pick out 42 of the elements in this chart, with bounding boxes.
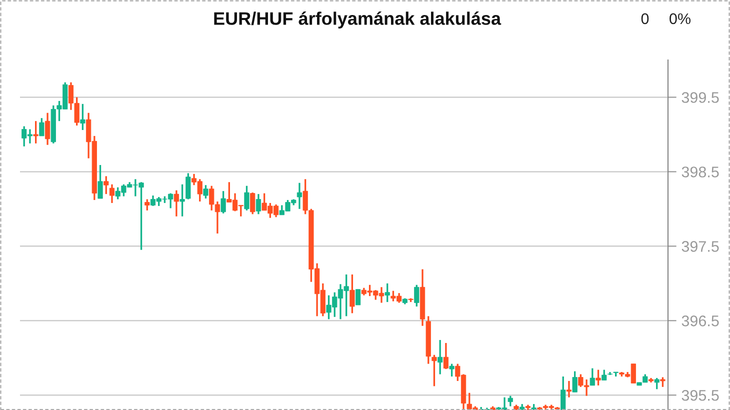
candlestick	[414, 284, 420, 308]
candlestick	[244, 185, 250, 212]
y-tick-label: 395.5	[682, 390, 719, 401]
candlestick	[596, 368, 601, 386]
candlestick	[296, 182, 302, 210]
candlestick	[590, 367, 595, 386]
candlestick	[449, 362, 454, 378]
candlestick	[438, 339, 443, 376]
candlestick	[602, 368, 607, 382]
candlestick	[384, 282, 390, 303]
candlestick	[44, 112, 50, 146]
candlestick	[256, 193, 262, 215]
candlestick	[104, 175, 109, 195]
candlestick	[80, 103, 86, 131]
candlestick	[443, 342, 448, 370]
candlestick	[33, 120, 38, 144]
y-tick-label: 396.5	[682, 316, 719, 326]
candlestick	[356, 288, 361, 306]
candlestick	[220, 190, 226, 214]
candlestick	[654, 377, 660, 390]
candlestick	[432, 354, 437, 388]
candlestick	[572, 370, 578, 393]
text: 0	[641, 13, 649, 24]
candlestick	[174, 189, 179, 218]
y-tick-label: 399.5	[682, 92, 719, 103]
candlestick	[203, 184, 208, 200]
chart-title: EUR/HUF árfolyamának alakulása	[214, 12, 502, 28]
candlestick	[660, 376, 666, 388]
candlestick	[566, 380, 572, 398]
text: 0%	[670, 13, 690, 24]
candlestick	[39, 117, 44, 137]
candlestick	[180, 184, 185, 218]
candlestick	[98, 164, 103, 200]
candlestick	[109, 184, 115, 204]
candlestick	[560, 376, 566, 410]
candlestick	[186, 172, 191, 200]
y-tick-label: 398.5	[682, 166, 719, 178]
candlestick	[144, 198, 150, 212]
candlestick	[350, 274, 355, 314]
candlestick	[508, 395, 513, 408]
candlestick	[250, 192, 256, 215]
y-tick-label: 397.5	[682, 241, 719, 252]
